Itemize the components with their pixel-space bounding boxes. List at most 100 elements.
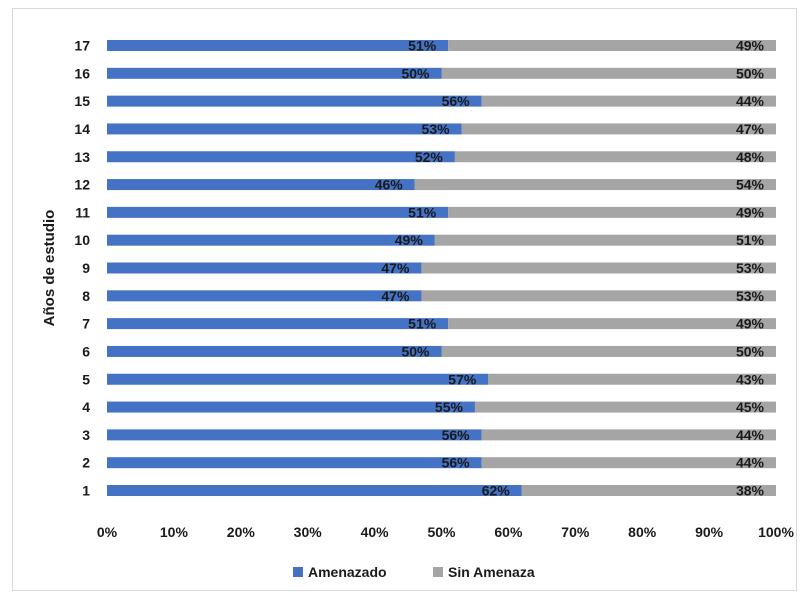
x-tick-label: 40% (361, 524, 390, 540)
bar-sin-amenaza-16 (441, 67, 776, 79)
y-tick-label: 2 (82, 455, 90, 471)
data-label-sin-amenaza-14: 47% (736, 121, 765, 137)
y-tick-label: 10 (74, 232, 90, 248)
x-tick-label: 60% (494, 524, 523, 540)
data-label-amenazado-8: 47% (381, 288, 410, 304)
data-label-amenazado-6: 50% (401, 343, 430, 359)
bar-amenazado-6 (107, 345, 442, 357)
y-tick-label: 13 (74, 149, 90, 165)
legend-label-amenazado: Amenazado (308, 564, 387, 580)
bar-amenazado-4 (107, 401, 475, 413)
bar-sin-amenaza-2 (481, 457, 776, 469)
y-tick-label: 4 (82, 399, 90, 415)
data-label-sin-amenaza-2: 44% (736, 455, 765, 471)
bar-sin-amenaza-13 (454, 151, 776, 163)
y-tick-label: 11 (75, 204, 90, 220)
data-label-sin-amenaza-9: 53% (736, 260, 765, 276)
bar-amenazado-10 (107, 234, 435, 246)
x-tick-label: 50% (427, 524, 456, 540)
bar-sin-amenaza-6 (441, 345, 776, 357)
data-label-sin-amenaza-5: 43% (736, 371, 765, 387)
data-label-sin-amenaza-8: 53% (736, 288, 765, 304)
data-label-amenazado-12: 46% (375, 177, 404, 193)
bar-amenazado-5 (107, 373, 489, 385)
bar-amenazado-13 (107, 151, 455, 163)
bar-amenazado-11 (107, 206, 449, 218)
y-tick-label: 16 (74, 65, 90, 81)
bar-sin-amenaza-4 (474, 401, 776, 413)
legend-swatch-sin-amenaza (433, 567, 443, 577)
data-label-sin-amenaza-7: 49% (736, 316, 765, 332)
x-tick-label: 10% (160, 524, 189, 540)
bar-amenazado-16 (107, 67, 442, 79)
bar-amenazado-2 (107, 457, 482, 469)
x-tick-label: 70% (561, 524, 590, 540)
data-label-amenazado-2: 56% (442, 455, 471, 471)
bar-amenazado-15 (107, 95, 482, 107)
y-tick-label: 6 (82, 343, 90, 359)
x-tick-label: 30% (294, 524, 323, 540)
bar-sin-amenaza-9 (421, 262, 776, 274)
x-tick-label: 100% (758, 524, 794, 540)
y-tick-label: 7 (82, 316, 90, 332)
data-label-amenazado-5: 57% (448, 371, 477, 387)
data-label-sin-amenaza-12: 54% (736, 177, 765, 193)
data-label-amenazado-7: 51% (408, 316, 437, 332)
data-label-amenazado-9: 47% (381, 260, 410, 276)
bar-sin-amenaza-1 (521, 485, 776, 496)
y-tick-label: 9 (82, 260, 90, 276)
data-label-sin-amenaza-3: 44% (736, 427, 765, 443)
bar-sin-amenaza-15 (481, 95, 776, 107)
bar-sin-amenaza-14 (461, 123, 776, 135)
data-label-amenazado-17: 51% (408, 38, 437, 54)
bar-sin-amenaza-8 (421, 290, 776, 302)
legend: Amenazado Sin Amenaza (293, 564, 535, 580)
data-label-amenazado-4: 55% (435, 399, 464, 415)
data-label-amenazado-13: 52% (415, 149, 444, 165)
y-tick-label: 8 (82, 288, 90, 304)
bar-amenazado-17 (107, 40, 449, 51)
data-label-amenazado-15: 56% (442, 93, 471, 109)
bar-sin-amenaza-10 (434, 234, 776, 246)
data-label-sin-amenaza-17: 49% (736, 38, 765, 54)
x-tick-label: 80% (628, 524, 657, 540)
y-tick-label: 3 (82, 427, 90, 443)
x-tick-label: 90% (695, 524, 724, 540)
bars-layer: 62% 38%56% 44%56% 44%55% 45%57% 43%50% 50%51% 4… (107, 38, 776, 499)
bar-sin-amenaza-7 (448, 318, 776, 330)
bar-amenazado-12 (107, 179, 415, 191)
data-label-amenazado-11: 51% (408, 204, 437, 220)
x-tick-labels: 0% 10% 20% 30% 40% 50% 60% 70% 80% 90% 100% (97, 524, 795, 540)
data-label-amenazado-10: 49% (395, 232, 424, 248)
data-label-amenazado-1: 62% (482, 483, 511, 499)
y-tick-label: 17 (74, 38, 90, 54)
y-tick-label: 12 (74, 177, 90, 193)
data-label-amenazado-16: 50% (401, 65, 430, 81)
y-tick-label: 14 (74, 121, 90, 137)
data-label-amenazado-3: 56% (442, 427, 471, 443)
bar-sin-amenaza-11 (448, 206, 776, 218)
bar-amenazado-3 (107, 429, 482, 441)
bar-amenazado-8 (107, 290, 422, 302)
legend-swatch-amenazado (293, 567, 303, 577)
data-label-sin-amenaza-1: 38% (736, 483, 765, 499)
bar-sin-amenaza-5 (488, 373, 776, 385)
data-label-sin-amenaza-15: 44% (736, 93, 765, 109)
legend-label-sin-amenaza: Sin Amenaza (448, 564, 535, 580)
bar-sin-amenaza-3 (481, 429, 776, 441)
bar-amenazado-1 (107, 485, 522, 496)
y-axis-title: Años de estudio (41, 210, 58, 327)
y-tick-label: 1 (82, 483, 90, 499)
bar-sin-amenaza-17 (448, 40, 776, 51)
data-label-sin-amenaza-4: 45% (736, 399, 765, 415)
data-label-sin-amenaza-13: 48% (736, 149, 765, 165)
x-tick-label: 20% (227, 524, 256, 540)
bar-amenazado-14 (107, 123, 462, 135)
bar-amenazado-7 (107, 318, 449, 330)
data-label-sin-amenaza-10: 51% (736, 232, 765, 248)
y-tick-label: 5 (82, 371, 90, 387)
data-label-sin-amenaza-11: 49% (736, 204, 765, 220)
bar-amenazado-9 (107, 262, 422, 274)
